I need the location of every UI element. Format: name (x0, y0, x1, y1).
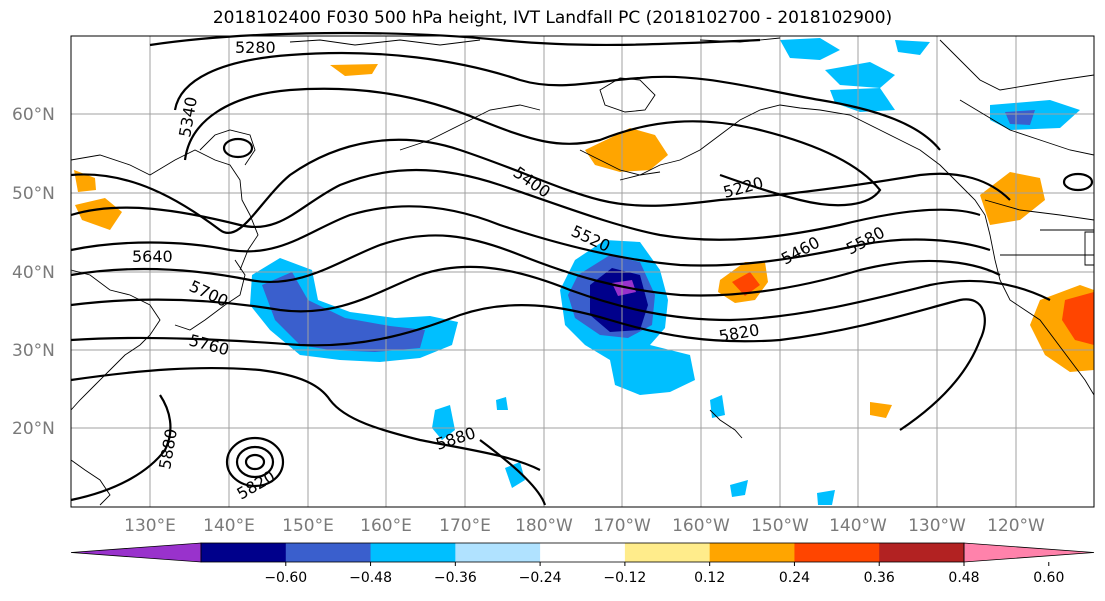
colorbar-tick-label: −0.12 (603, 570, 646, 586)
ivt-patch-california-core (1062, 292, 1094, 345)
colorbar: −0.60 −0.48 −0.36 −0.24 −0.12 0.12 0.24 0.36 0.4… (70, 542, 1095, 586)
colorbar-segment (879, 543, 965, 562)
ivt-patch-pnw (980, 172, 1045, 225)
ivt-patch-hawaii-east (870, 402, 892, 418)
ivt-patch-north-2 (825, 62, 895, 88)
colorbar-tick-label: −0.36 (434, 570, 477, 586)
lon-label: 170°E (439, 516, 491, 536)
ivt-patch-canada-core (1005, 110, 1035, 125)
ivt-patch-north-4 (895, 40, 930, 55)
lon-label: 140°E (203, 516, 255, 536)
lon-label: 140°W (829, 516, 887, 536)
ivt-patch-central-core (590, 268, 648, 332)
map-frame (70, 35, 1095, 508)
graticule (71, 36, 1094, 507)
ivt-patch-trop-1 (432, 405, 455, 440)
ivt-patch-bering (585, 128, 668, 172)
colorbar-segment (709, 543, 795, 562)
colorbar-tick-label: 0.36 (864, 570, 895, 586)
ivt-patch-trop-3 (710, 395, 725, 418)
lon-label: 130°E (124, 516, 176, 536)
ivt-patch-nw-2 (75, 198, 122, 230)
height-contours (70, 31, 1094, 506)
lon-label: 160°W (672, 516, 730, 536)
longitude-labels: 130°E 140°E 150°E 160°E 170°E 180°W 170°… (124, 516, 1045, 536)
ivt-patch-west-core (262, 272, 425, 352)
colorbar-tick-label: 0.60 (1033, 570, 1064, 586)
lon-label: 170°W (593, 516, 651, 536)
colorbar-segment (794, 543, 880, 562)
ivt-patch-trop-2 (505, 462, 525, 488)
lon-label: 150°W (751, 516, 809, 536)
colorbar-tick-label: −0.48 (349, 570, 392, 586)
latitude-labels: 60°N 50°N 40°N 30°N 20°N (12, 105, 55, 439)
colorbar-tick-label: −0.60 (264, 570, 307, 586)
colorbar-segment (201, 543, 287, 562)
ivt-patch-trop-6 (496, 397, 508, 410)
lat-label: 50°N (12, 184, 55, 204)
lat-label: 60°N (12, 105, 55, 125)
colorbar-tick-label: −0.24 (519, 570, 562, 586)
contour-label: 5640 (132, 247, 173, 266)
ivt-patch-trop-5 (817, 490, 835, 505)
lat-label: 30°N (12, 341, 55, 361)
ivt-patch-okhotsk (330, 64, 378, 76)
colorbar-extend-low (70, 542, 202, 563)
colorbar-segment (285, 543, 372, 562)
lon-label: 160°E (360, 516, 412, 536)
colorbar-segment (455, 543, 541, 562)
lat-label: 40°N (12, 263, 55, 283)
colorbar-frame (200, 542, 965, 563)
map-title: 2018102400 F030 500 hPa height, IVT Land… (212, 8, 893, 28)
lon-label: 130°W (908, 516, 966, 536)
ivt-shading (74, 38, 1094, 505)
colorbar-tick-label: 0.12 (694, 570, 725, 586)
ivt-patch-gulf-core (732, 272, 760, 296)
contour-label: 5280 (235, 38, 276, 57)
colorbar-tick-label: 0.24 (779, 570, 810, 586)
colorbar-segment (624, 543, 711, 562)
ivt-patch-trop-4 (730, 480, 748, 497)
lon-label: 150°E (282, 516, 334, 536)
colorbar-segment (370, 543, 456, 562)
colorbar-tick-label: 0.48 (948, 570, 979, 586)
lon-label: 180°W (515, 516, 573, 536)
colorbar-segment (540, 543, 626, 562)
colorbar-extend-high (963, 542, 1095, 563)
lon-label: 120°W (987, 516, 1045, 536)
lat-label: 20°N (12, 419, 55, 439)
ivt-patch-north-1 (780, 38, 840, 60)
